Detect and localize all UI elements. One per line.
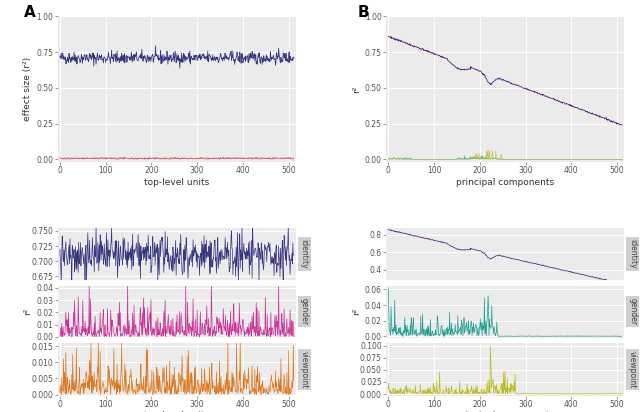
- Text: viewpoint: viewpoint: [300, 351, 308, 388]
- Text: identity: identity: [300, 239, 308, 269]
- Y-axis label: r²: r²: [352, 86, 361, 93]
- Text: viewpoint: viewpoint: [628, 351, 637, 388]
- Text: A: A: [24, 5, 36, 20]
- X-axis label: top-level units: top-level units: [144, 178, 209, 187]
- Text: gender: gender: [300, 298, 308, 325]
- Y-axis label: r²: r²: [23, 308, 32, 316]
- Text: B: B: [358, 5, 369, 20]
- Text: identity: identity: [628, 239, 637, 269]
- Text: gender: gender: [628, 298, 637, 325]
- X-axis label: principal components: principal components: [456, 178, 554, 187]
- Y-axis label: effect size (r²): effect size (r²): [23, 57, 32, 122]
- Y-axis label: r²: r²: [352, 308, 361, 316]
